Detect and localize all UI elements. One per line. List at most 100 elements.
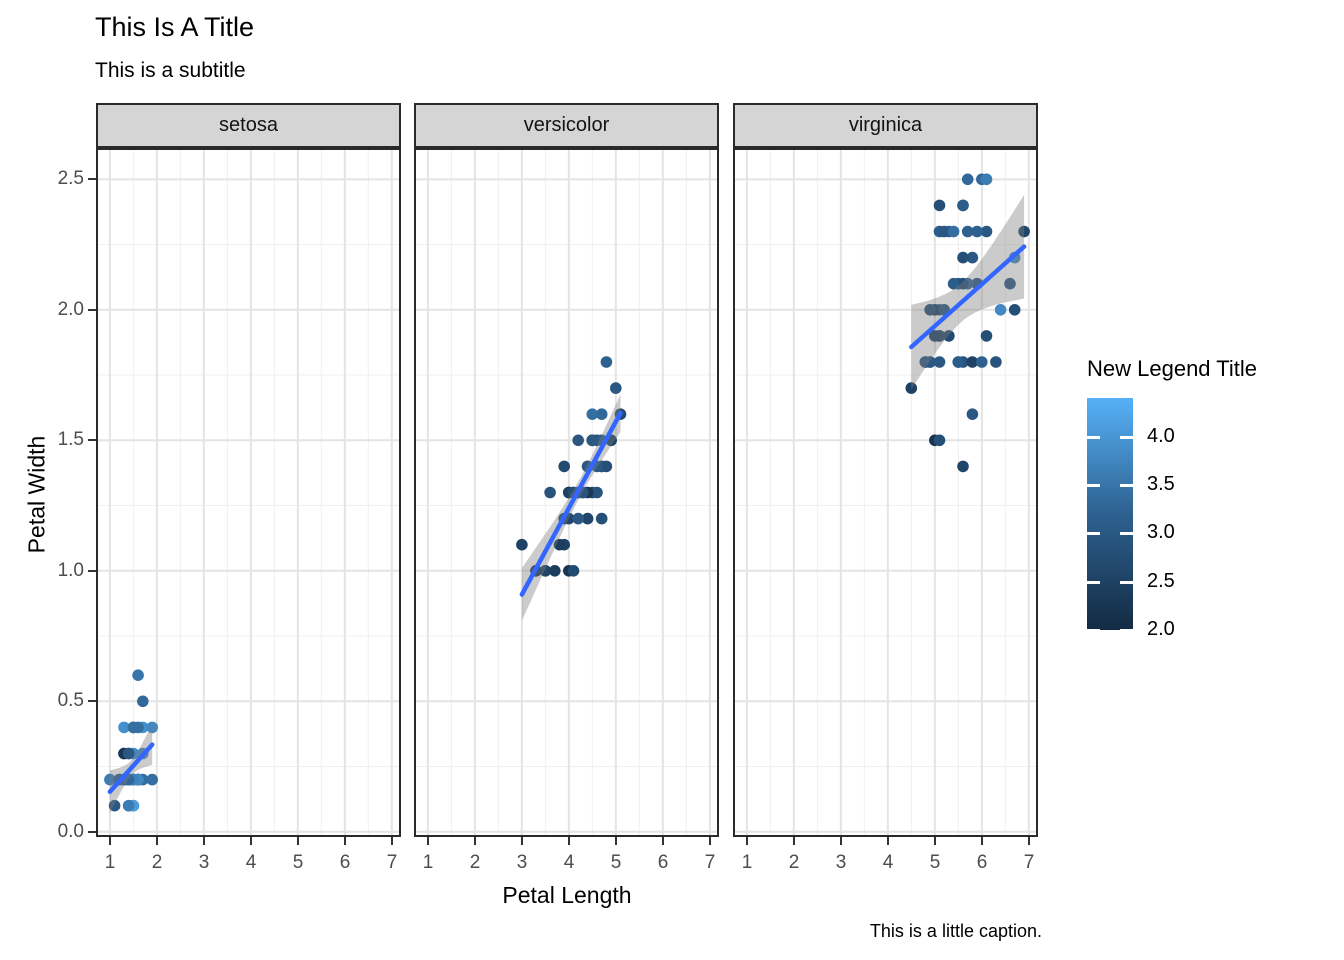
legend-tick-mark [1087,532,1100,535]
x-tick-label: 7 [1023,852,1035,873]
data-point [516,538,528,551]
legend-tick-mark [1120,484,1133,487]
data-point [924,304,936,316]
x-tick-label: 2 [151,852,163,873]
x-tick-mark [981,837,983,845]
y-tick-label: 1.0 [57,560,84,581]
data-point [600,460,613,473]
data-point [905,382,918,394]
data-point [957,460,969,473]
x-tick-label: 1 [422,852,434,873]
x-tick-label: 1 [104,852,116,873]
x-tick-label: 3 [835,852,847,873]
y-axis-title: Petal Width [23,435,50,554]
data-point [122,747,135,760]
data-point [610,382,622,394]
data-point [572,512,584,525]
x-tick-label: 2 [788,852,800,873]
x-tick-label: 4 [245,852,257,873]
panel-virginica [733,148,1038,837]
y-tick-label: 0.5 [57,690,84,711]
data-point [558,460,570,473]
x-tick-mark [297,837,299,845]
x-axis-title: Petal Length [502,882,632,908]
legend-tick-mark [1120,436,1133,439]
x-tick-mark [709,837,711,845]
x-tick-label: 4 [563,852,575,873]
x-tick-label: 5 [929,852,941,873]
y-tick-mark [88,178,96,180]
x-tick-label: 6 [657,852,669,873]
x-tick-label: 3 [198,852,210,873]
data-point [146,721,158,734]
x-tick-mark [344,837,346,845]
data-point [957,199,969,212]
data-point [586,408,599,421]
y-tick-label: 1.5 [57,429,84,450]
facet-strip-label: virginica [848,114,923,136]
panel-setosa [96,148,401,837]
panel-versicolor [414,148,719,837]
x-tick-label: 1 [741,852,753,873]
legend-tick-mark [1087,436,1100,439]
data-point [980,173,993,186]
legend-title: New Legend Title [1087,356,1257,381]
x-tick-mark [156,837,158,845]
data-point [980,330,993,342]
legend-tick-label: 2.5 [1147,570,1175,592]
data-point [591,486,603,499]
y-tick-mark [88,309,96,311]
data-point [122,799,135,812]
data-point [957,251,969,264]
y-tick-mark [88,831,96,833]
y-tick-label: 2.5 [57,168,84,189]
x-tick-mark [662,837,664,845]
x-tick-label: 5 [610,852,622,873]
x-tick-mark [615,837,617,845]
data-point [961,225,974,238]
y-tick-mark [88,700,96,702]
x-tick-mark [250,837,252,845]
legend-tick-mark [1087,629,1100,632]
data-point [938,225,950,238]
x-tick-label: 6 [976,852,988,873]
regression-line [519,410,623,597]
data-point [1018,225,1030,238]
legend-tick-label: 3.0 [1147,521,1175,543]
data-point [146,773,158,786]
confidence-ribbon [911,194,1025,390]
data-point [127,721,140,734]
data-point [961,173,974,186]
data-point [1008,304,1021,316]
x-tick-mark [391,837,393,845]
data-point [957,277,969,290]
facet-strip-setosa: setosa [96,103,401,148]
x-tick-label: 2 [469,852,481,873]
legend-tick-label: 3.5 [1147,473,1175,495]
data-point [137,695,149,708]
legend-tick-mark [1120,581,1133,584]
data-point [952,356,965,368]
x-tick-mark [568,837,570,845]
legend-tick-mark [1087,581,1100,584]
data-point [929,330,941,342]
data-point [104,773,116,786]
data-point [966,356,979,368]
x-tick-label: 3 [516,852,528,873]
plot-subtitle: This is a subtitle [95,59,246,82]
data-point [108,799,121,812]
facet-strip-label: setosa [219,114,278,136]
legend-tick-mark [1120,532,1133,535]
data-point [586,434,599,447]
x-tick-mark [203,837,205,845]
data-point [595,408,608,421]
plot-title: This Is A Title [95,12,255,42]
y-tick-mark [88,570,96,572]
x-tick-mark [840,837,842,845]
data-point [118,721,130,734]
data-point [976,356,988,368]
y-tick-label: 2.0 [57,299,84,320]
x-tick-mark [793,837,795,845]
x-tick-mark [746,837,748,845]
